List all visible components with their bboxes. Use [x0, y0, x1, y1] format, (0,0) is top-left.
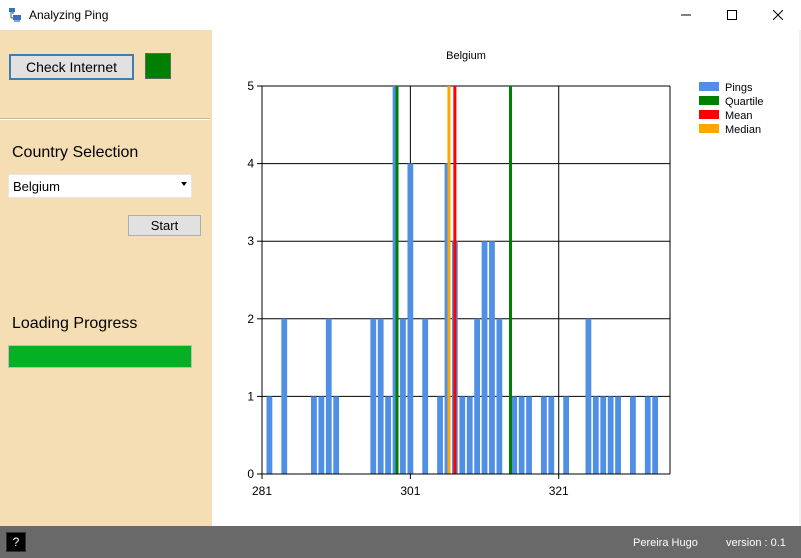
ping-bar: [481, 241, 488, 474]
y-tick-label: 3: [247, 234, 254, 248]
ping-bar: [437, 396, 443, 474]
median-line: [447, 86, 451, 474]
ping-bar: [407, 163, 414, 474]
x-tick-label: 281: [252, 484, 272, 498]
ping-histogram-chart: Belgium 0 1 2 3 4 5 281 301 321 Pings Quartile Mean M…: [247, 50, 764, 498]
close-button[interactable]: [755, 0, 801, 30]
ping-bar: [592, 396, 599, 474]
ping-bar: [422, 318, 429, 474]
ping-bar: [607, 396, 614, 474]
legend-label: Quartile: [725, 96, 764, 108]
legend-label: Mean: [725, 110, 753, 122]
legend-label: Pings: [725, 82, 753, 94]
chart-title: Belgium: [446, 50, 486, 62]
ping-bar: [466, 396, 473, 474]
ping-bar: [385, 396, 392, 474]
ping-bar: [563, 396, 570, 474]
ping-bar: [652, 396, 659, 474]
ping-bar: [377, 318, 384, 474]
maximize-button[interactable]: [709, 0, 755, 30]
ping-bar: [281, 318, 288, 474]
y-tick-label: 5: [247, 79, 254, 93]
y-tick-label: 4: [247, 157, 254, 171]
legend-swatch: [699, 124, 719, 133]
quartile-line: [509, 86, 513, 474]
ping-bar: [644, 396, 651, 474]
ping-bar: [318, 396, 325, 474]
y-tick-label: 1: [247, 389, 254, 403]
y-tick-label: 2: [247, 312, 254, 326]
ping-bar: [325, 318, 332, 474]
help-button[interactable]: ?: [6, 532, 26, 552]
version-label: version : 0.1: [726, 537, 786, 549]
ping-bar: [496, 318, 503, 474]
ping-bar: [489, 241, 495, 474]
minimize-button[interactable]: [663, 0, 709, 30]
x-tick-label: 301: [400, 484, 420, 498]
ping-bar: [548, 396, 555, 474]
loading-progress-bar: [8, 345, 192, 368]
ping-bar: [630, 396, 636, 474]
minimize-icon: [681, 14, 691, 16]
x-tick-label: 321: [549, 484, 569, 498]
window-title: Analyzing Ping: [29, 8, 109, 22]
legend-swatch: [699, 96, 719, 105]
ping-bar: [474, 318, 481, 474]
country-select[interactable]: Belgium: [8, 174, 192, 198]
start-button[interactable]: Start: [128, 215, 201, 236]
status-bar: ? Pereira Hugo version : 0.1: [0, 526, 801, 558]
y-tick-label: 0: [247, 467, 254, 481]
chevron-down-icon[interactable]: [181, 182, 187, 186]
ping-bar: [459, 396, 466, 474]
app-icon: [9, 8, 21, 22]
title-bar: Analyzing Ping: [0, 0, 801, 30]
ping-bar: [526, 396, 532, 474]
ping-bar: [615, 396, 621, 474]
internet-status-indicator: [145, 53, 171, 79]
ping-bar: [540, 396, 547, 474]
ping-bar: [370, 318, 377, 474]
maximize-icon: [727, 10, 737, 20]
legend-swatch: [699, 82, 719, 91]
ping-bar: [600, 396, 607, 474]
ping-bar: [266, 396, 273, 474]
mean-line: [453, 86, 457, 474]
author-label: Pereira Hugo: [633, 537, 698, 549]
country-selection-label: Country Selection: [12, 144, 139, 161]
legend-label: Median: [725, 124, 761, 136]
ping-bar: [511, 396, 518, 474]
panel-separator: [0, 118, 210, 120]
legend-swatch: [699, 110, 719, 119]
progress-fill: [9, 346, 191, 367]
control-panel: Check Internet Country Selection Belgium…: [0, 30, 212, 526]
chart-area: Belgium 0 1 2 3 4 5 281 301 321 Pings Quartile Mean M…: [212, 30, 799, 526]
ping-bar: [585, 318, 592, 474]
quartile-line: [395, 86, 399, 474]
window-edge: [799, 30, 801, 526]
ping-bar: [400, 318, 406, 474]
ping-bar: [333, 396, 340, 474]
ping-bar: [311, 396, 317, 474]
check-internet-button[interactable]: Check Internet: [9, 54, 134, 80]
ping-bar: [518, 396, 525, 474]
country-select-value: Belgium: [13, 178, 60, 194]
close-icon: [773, 10, 783, 20]
loading-progress-label: Loading Progress: [12, 315, 138, 332]
